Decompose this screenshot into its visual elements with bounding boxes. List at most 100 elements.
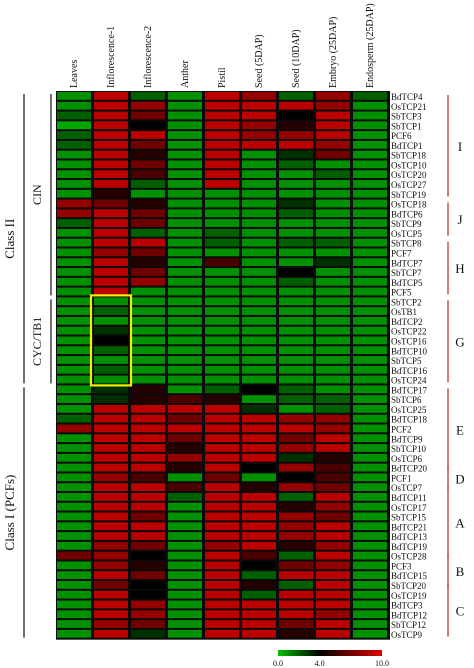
- heatmap-cell: [131, 346, 165, 355]
- heatmap-cell: [242, 170, 276, 179]
- heatmap-cell: [353, 365, 387, 374]
- heatmap-cell: [168, 199, 202, 208]
- heatmap-cell: [242, 629, 276, 638]
- subclass-label: CIN: [30, 184, 44, 205]
- heatmap-cell: [205, 336, 239, 345]
- heatmap-cell: [353, 336, 387, 345]
- heatmap-cell: [94, 512, 128, 521]
- heatmap-cell: [316, 150, 350, 159]
- heatmap-cell: [316, 248, 350, 257]
- heatmap-cell: [131, 189, 165, 198]
- heatmap-cell: [353, 101, 387, 110]
- row-label: BdTCP5: [391, 278, 423, 288]
- heatmap-cell: [242, 424, 276, 433]
- heatmap-cell: [242, 414, 276, 423]
- heatmap-cell: [242, 600, 276, 609]
- heatmap-cell: [205, 532, 239, 540]
- row-label: OsTCP7: [391, 483, 423, 493]
- heatmap-cell: [242, 92, 276, 100]
- heatmap-cell: [316, 483, 350, 491]
- heatmap-cell: [353, 395, 387, 403]
- heatmap-cell: [205, 581, 239, 589]
- row-label: SbTCP10: [391, 444, 427, 454]
- row-label: OsTB1: [391, 307, 417, 317]
- colorbar-gradient: [278, 650, 382, 656]
- heatmap-cell: [316, 326, 350, 335]
- heatmap-cell: [168, 385, 202, 394]
- heatmap-cell: [94, 492, 128, 501]
- class-label: Class I (PCFs): [2, 475, 17, 551]
- heatmap-cell: [57, 502, 91, 511]
- heatmap-cell: [205, 571, 239, 580]
- heatmap-cell: [205, 483, 239, 491]
- heatmap-cell: [279, 512, 313, 521]
- heatmap-cell: [279, 160, 313, 169]
- heatmap-cell: [57, 395, 91, 403]
- row-label: BdTCP10: [391, 346, 428, 356]
- heatmap-cell: [168, 512, 202, 521]
- heatmap-cell: [205, 502, 239, 511]
- row-labels: BdTCP4OsTCP21SbTCP3SbTCP1PCF6BdTCP1SbTCP…: [391, 92, 428, 640]
- heatmap-cell: [168, 356, 202, 364]
- heatmap-cell: [94, 170, 128, 179]
- heatmap-cell: [131, 101, 165, 110]
- row-label: OsTCP27: [391, 180, 427, 190]
- heatmap-cell: [279, 453, 313, 462]
- heatmap-cell: [131, 238, 165, 247]
- heatmap-cell: [353, 287, 387, 296]
- heatmap-cell: [205, 620, 239, 628]
- heatmap-cell: [279, 277, 313, 286]
- heatmap-cell: [57, 512, 91, 521]
- heatmap-cell: [168, 590, 202, 599]
- heatmap-cell: [131, 404, 165, 413]
- heatmap-cell: [205, 561, 239, 570]
- heatmap-cell: [131, 199, 165, 208]
- heatmap-cell: [94, 365, 128, 374]
- heatmap-cell: [205, 189, 239, 198]
- heatmap-cell: [316, 492, 350, 501]
- heatmap-cell: [279, 346, 313, 355]
- heatmap-cell: [131, 444, 165, 452]
- heatmap-cell: [94, 571, 128, 580]
- heatmap-cell: [242, 131, 276, 139]
- heatmap-cell: [168, 238, 202, 247]
- heatmap-cell: [57, 581, 91, 589]
- heatmap-cell: [168, 551, 202, 560]
- row-label: BdTCP18: [391, 415, 428, 425]
- row-label: OsTCP6: [391, 454, 423, 464]
- heatmap-cell: [94, 199, 128, 208]
- heatmap-cell: [131, 492, 165, 501]
- heatmap-cell: [57, 248, 91, 257]
- column-label: Inflorescence-1: [106, 26, 117, 88]
- heatmap-cell: [57, 483, 91, 491]
- heatmap-cell: [205, 307, 239, 315]
- heatmap-cell: [353, 522, 387, 531]
- heatmap-cell: [168, 277, 202, 286]
- heatmap-cell: [353, 404, 387, 413]
- heatmap-cell: [353, 258, 387, 267]
- heatmap-cell: [131, 453, 165, 462]
- heatmap-cell: [94, 228, 128, 237]
- heatmap-cell: [316, 502, 350, 511]
- heatmap-cell: [131, 356, 165, 364]
- heatmap-cell: [316, 414, 350, 423]
- heatmap-cell: [279, 140, 313, 149]
- row-label: BdTCP11: [391, 493, 427, 503]
- heatmap-cell: [131, 228, 165, 237]
- row-label: OsTCP18: [391, 200, 427, 210]
- heatmap-cell: [279, 404, 313, 413]
- row-label: BdTCP13: [391, 532, 428, 542]
- heatmap-cell: [94, 551, 128, 560]
- heatmap-cell: [205, 404, 239, 413]
- heatmap-cell: [205, 600, 239, 609]
- heatmap-cell: [94, 453, 128, 462]
- heatmap-cell: [131, 131, 165, 139]
- heatmap-cell: [57, 199, 91, 208]
- heatmap-cell: [168, 453, 202, 462]
- heatmap-cell: [279, 219, 313, 227]
- column-label: Leaves: [69, 60, 80, 88]
- heatmap-cell: [316, 590, 350, 599]
- heatmap-cell: [57, 600, 91, 609]
- column-label: Endosperm (25DAP): [365, 3, 376, 88]
